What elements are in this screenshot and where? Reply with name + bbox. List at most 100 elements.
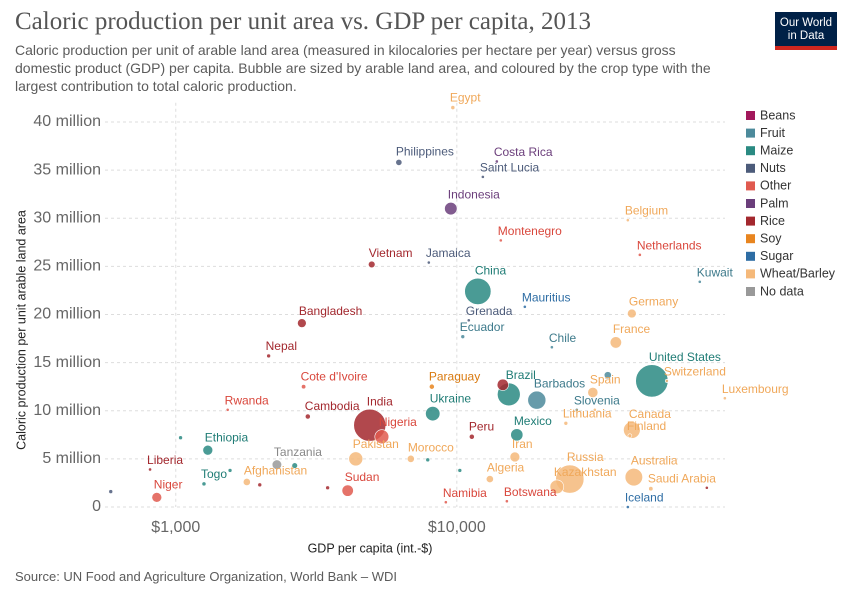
bubble[interactable] — [266, 353, 271, 359]
bubble[interactable] — [587, 387, 599, 398]
bubble[interactable] — [664, 379, 669, 383]
bubble[interactable] — [504, 499, 509, 504]
bubble[interactable] — [480, 174, 485, 179]
bubble[interactable] — [374, 429, 390, 445]
legend-item[interactable]: Wheat/Barley — [746, 267, 836, 281]
bubble[interactable] — [623, 421, 641, 439]
bubble[interactable] — [257, 482, 263, 488]
bubble[interactable] — [549, 345, 554, 350]
bubble[interactable] — [304, 413, 311, 420]
bubble[interactable] — [625, 218, 630, 223]
bubble[interactable] — [625, 505, 630, 509]
bubble[interactable] — [624, 468, 643, 487]
bubble[interactable] — [697, 279, 702, 284]
bubble[interactable] — [510, 428, 524, 442]
bubble[interactable] — [494, 159, 499, 164]
bubble[interactable] — [227, 468, 233, 473]
bubble[interactable] — [704, 485, 709, 490]
bubble[interactable] — [468, 433, 475, 440]
legend-item[interactable]: Soy — [746, 231, 782, 245]
bubble[interactable] — [522, 304, 527, 309]
point-label: Kuwait — [697, 265, 734, 279]
bubble[interactable] — [457, 468, 463, 473]
bubble[interactable] — [549, 479, 565, 494]
legend-swatch — [746, 234, 755, 244]
bubble[interactable] — [406, 454, 415, 463]
legend-label: Soy — [760, 231, 782, 245]
bubble[interactable] — [202, 444, 214, 456]
bubble[interactable] — [509, 451, 521, 463]
bubble[interactable] — [563, 420, 569, 426]
legend-item[interactable]: Nuts — [746, 161, 786, 175]
point-label: Saint Lucia — [480, 160, 540, 174]
y-tick-label: 5 million — [42, 450, 101, 467]
bubbles — [108, 105, 727, 509]
bubble[interactable] — [603, 371, 612, 380]
bubble[interactable] — [201, 481, 207, 487]
bubble[interactable] — [341, 484, 354, 497]
bubble[interactable] — [527, 390, 547, 410]
legend-item[interactable]: Sugar — [746, 249, 793, 263]
legend-label: Maize — [760, 143, 793, 157]
y-tick-label: 15 million — [33, 354, 101, 371]
legend-label: No data — [760, 284, 804, 298]
legend-item[interactable]: Rice — [746, 214, 785, 228]
legend-item[interactable]: Fruit — [746, 126, 786, 140]
bubble[interactable] — [178, 435, 183, 440]
point-label: Switzerland — [664, 364, 726, 378]
legend-swatch — [746, 269, 755, 279]
legend-item[interactable]: Maize — [746, 143, 793, 157]
bubble[interactable] — [574, 407, 579, 412]
bubble[interactable] — [301, 384, 307, 390]
point-label: Nepal — [266, 339, 297, 353]
x-tick-label: $1,000 — [151, 519, 200, 536]
bubble[interactable] — [297, 318, 307, 328]
legend-label: Fruit — [760, 126, 786, 140]
bubble[interactable] — [368, 260, 376, 269]
point-label: Spain — [590, 373, 621, 387]
bubble[interactable] — [425, 406, 441, 422]
bubble[interactable] — [627, 433, 633, 439]
point-label: Mauritius — [522, 290, 571, 304]
bubble[interactable] — [151, 492, 163, 503]
bubble[interactable] — [485, 475, 494, 484]
bubble[interactable] — [225, 407, 230, 412]
bubble[interactable] — [395, 158, 403, 166]
bubble[interactable] — [627, 308, 637, 319]
bubble[interactable] — [496, 378, 509, 391]
bubble[interactable] — [466, 318, 471, 323]
bubble[interactable] — [428, 383, 435, 390]
legend-item[interactable]: No data — [746, 284, 804, 298]
logo[interactable]: Our World in Data — [775, 12, 837, 50]
logo-line: Our World — [779, 17, 833, 29]
legend-item[interactable]: Beans — [746, 108, 795, 122]
bubble[interactable] — [498, 238, 503, 243]
bubble[interactable] — [425, 457, 431, 463]
bubble[interactable] — [291, 462, 298, 469]
point-label: Sudan — [345, 470, 380, 484]
bubble[interactable] — [148, 467, 152, 472]
source: Source: UN Food and Agriculture Organiza… — [15, 569, 397, 584]
bubble[interactable] — [242, 478, 251, 486]
bubble[interactable] — [648, 486, 654, 492]
bubble[interactable] — [443, 500, 448, 505]
bubble[interactable] — [325, 485, 330, 491]
point-label: Ethiopia — [205, 430, 249, 444]
bubble[interactable] — [460, 334, 466, 339]
bubble[interactable] — [450, 105, 456, 110]
bubble[interactable] — [444, 202, 458, 216]
bubble[interactable] — [348, 451, 364, 467]
point-label: Lithuania — [563, 406, 612, 420]
legend-item[interactable]: Palm — [746, 196, 788, 210]
bubble[interactable] — [722, 396, 727, 401]
bubble[interactable] — [464, 277, 492, 305]
chart-subtitle: Caloric production per unit of arable la… — [15, 42, 711, 94]
bubble[interactable] — [609, 336, 622, 349]
y-tick-label: 30 million — [33, 209, 101, 226]
bubble[interactable] — [271, 459, 282, 470]
legend-item[interactable]: Other — [746, 179, 791, 193]
bubble[interactable] — [108, 489, 114, 494]
bubble[interactable] — [637, 252, 642, 257]
bubble[interactable] — [592, 407, 597, 412]
bubble[interactable] — [426, 260, 431, 265]
